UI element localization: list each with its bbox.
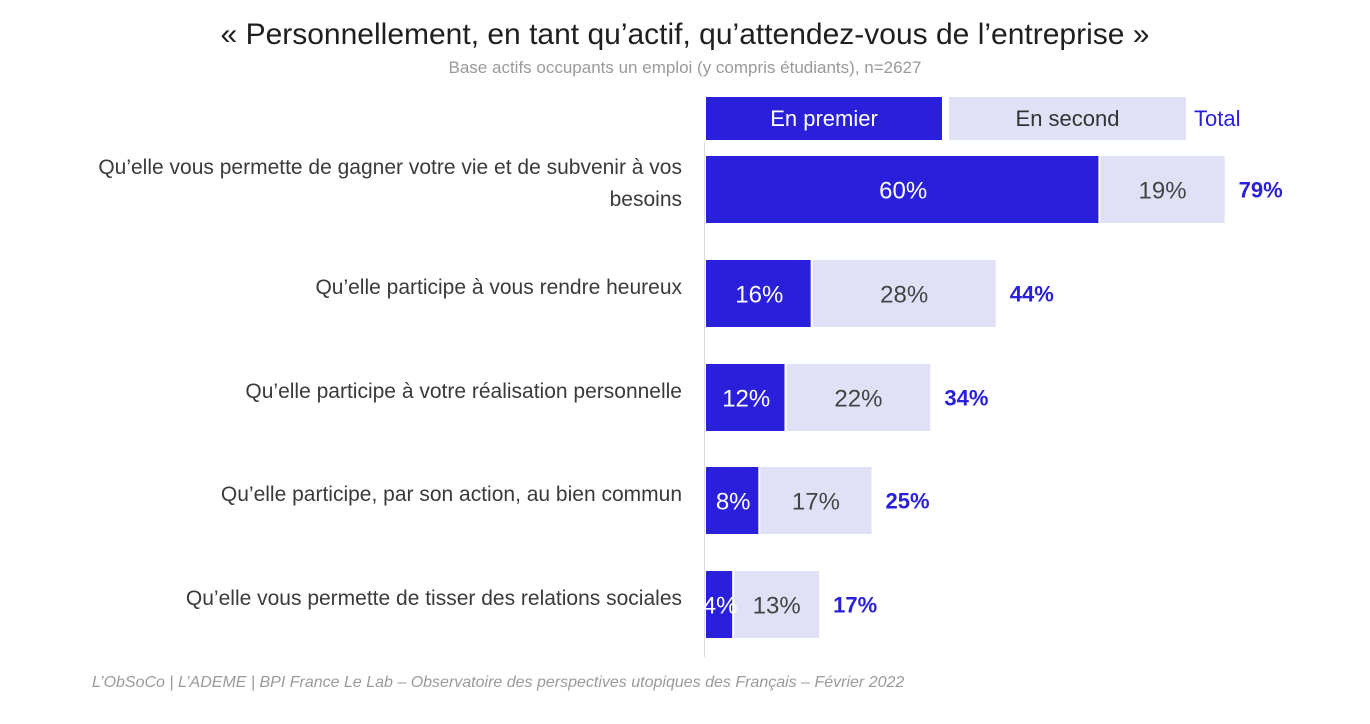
source-note: L’ObSoCo | L’ADEME | BPI France Le Lab –… (92, 674, 905, 691)
bar-en-second (1100, 156, 1225, 223)
category-label: Qu’elle vous permette de gagner votre vi… (98, 155, 682, 211)
chart-title: « Personnellement, en tant qu’actif, qu’… (220, 18, 1150, 51)
legend-total: Total (1194, 105, 1241, 131)
category-label: Qu’elle participe à vous rendre heureux (315, 275, 682, 299)
data-label-en-premier: 16% (735, 282, 783, 309)
bar-en-premier (706, 260, 811, 327)
category-label: Qu’elle participe à votre réalisation pe… (245, 379, 682, 403)
data-label-en-second: 13% (753, 593, 801, 620)
bar-en-second (786, 364, 931, 431)
data-label-en-premier: 4% (703, 593, 738, 620)
data-label-total: 34% (944, 386, 988, 411)
data-label-en-second: 17% (792, 489, 840, 516)
category-label: Qu’elle vous permette de tisser des rela… (185, 586, 682, 610)
data-label-total: 79% (1239, 178, 1283, 203)
data-label-total: 25% (886, 489, 930, 514)
data-label-en-second: 22% (834, 386, 882, 413)
data-label-total: 44% (1010, 282, 1054, 307)
category-axis-line (704, 142, 705, 657)
data-label-en-premier: 12% (722, 386, 770, 413)
data-label-en-premier: 60% (879, 178, 927, 205)
data-label-en-second: 28% (880, 282, 928, 309)
legend-en-premier: En premier (706, 97, 942, 140)
bar-en-premier (706, 156, 1099, 223)
bar-en-premier (706, 467, 759, 534)
bar-en-premier (706, 364, 785, 431)
chart-subtitle: Base actifs occupants un emploi (y compr… (448, 58, 922, 77)
bar-en-premier (706, 571, 733, 638)
bar-en-second (734, 571, 820, 638)
data-label-total: 17% (833, 593, 877, 618)
category-label: Qu’elle participe, par son action, au bi… (220, 482, 682, 506)
data-label-en-second: 19% (1139, 178, 1187, 205)
data-label-en-premier: 8% (716, 489, 751, 516)
bar-en-second (760, 467, 872, 534)
legend-en-second: En second (949, 97, 1186, 140)
bar-en-second (812, 260, 996, 327)
